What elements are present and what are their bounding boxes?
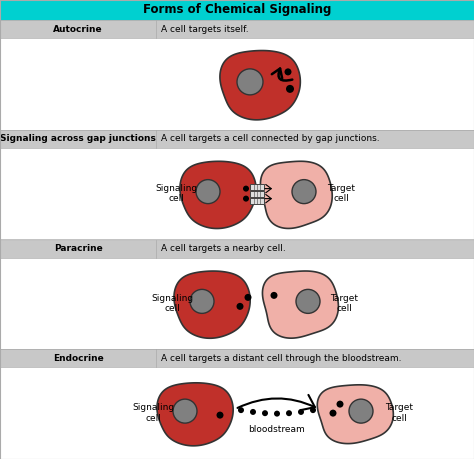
Bar <box>250 198 264 204</box>
Circle shape <box>274 411 280 417</box>
Bar <box>0 0 474 20</box>
Text: A cell targets a distant cell through the bloodstream.: A cell targets a distant cell through th… <box>161 354 401 363</box>
Bar <box>0 240 474 257</box>
Circle shape <box>286 85 294 93</box>
Bar <box>0 130 474 148</box>
Text: A cell targets a cell connected by gap junctions.: A cell targets a cell connected by gap j… <box>161 134 380 143</box>
Circle shape <box>243 196 249 202</box>
Text: Autocrine: Autocrine <box>54 24 103 34</box>
Text: bloodstream: bloodstream <box>249 425 305 434</box>
Circle shape <box>284 68 292 75</box>
Circle shape <box>337 401 344 408</box>
Text: Target
cell: Target cell <box>385 403 413 423</box>
Circle shape <box>196 179 220 204</box>
Bar <box>250 184 264 190</box>
Polygon shape <box>263 271 338 338</box>
Circle shape <box>286 410 292 416</box>
Polygon shape <box>220 50 301 120</box>
Polygon shape <box>261 161 332 229</box>
Polygon shape <box>317 385 393 443</box>
Text: Forms of Chemical Signaling: Forms of Chemical Signaling <box>143 4 331 17</box>
FancyArrowPatch shape <box>265 195 271 203</box>
Circle shape <box>173 399 197 423</box>
Circle shape <box>250 409 256 415</box>
Polygon shape <box>157 383 233 446</box>
Bar <box>250 190 264 196</box>
Circle shape <box>245 294 252 301</box>
Circle shape <box>238 407 244 413</box>
Text: Endocrine: Endocrine <box>53 354 104 363</box>
Text: Paracrine: Paracrine <box>54 244 102 253</box>
Circle shape <box>271 292 277 299</box>
Text: Signaling
cell: Signaling cell <box>155 184 197 203</box>
Circle shape <box>262 410 268 416</box>
Text: Target
cell: Target cell <box>327 184 355 203</box>
Bar <box>0 20 474 38</box>
Polygon shape <box>180 161 256 229</box>
Circle shape <box>349 399 373 423</box>
Text: Signaling across gap junctions: Signaling across gap junctions <box>0 134 156 143</box>
Text: A cell targets itself.: A cell targets itself. <box>161 24 249 34</box>
Circle shape <box>298 409 304 415</box>
Circle shape <box>292 179 316 204</box>
Circle shape <box>237 303 244 310</box>
Circle shape <box>237 69 263 95</box>
Text: A cell targets a nearby cell.: A cell targets a nearby cell. <box>161 244 286 253</box>
Circle shape <box>217 412 224 419</box>
Circle shape <box>310 407 316 413</box>
Circle shape <box>243 185 249 191</box>
Circle shape <box>329 409 337 417</box>
FancyArrowPatch shape <box>272 68 292 81</box>
Bar <box>0 349 474 367</box>
Circle shape <box>296 289 320 313</box>
Text: Target
cell: Target cell <box>330 294 358 313</box>
Text: Signaling
cell: Signaling cell <box>132 403 174 423</box>
Circle shape <box>190 289 214 313</box>
FancyArrowPatch shape <box>265 185 271 193</box>
Polygon shape <box>174 271 250 338</box>
Text: Signaling
cell: Signaling cell <box>151 294 193 313</box>
